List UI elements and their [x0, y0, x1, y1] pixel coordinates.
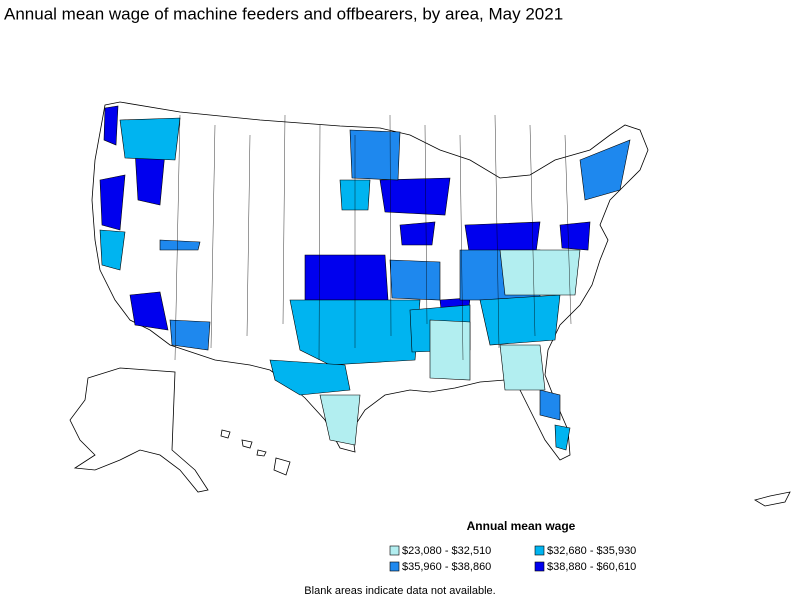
border-line: [318, 124, 321, 361]
region: [349, 129, 401, 181]
region: [103, 105, 119, 146]
note: Blank areas indicate data not available.: [304, 585, 495, 597]
map-regions: [99, 105, 631, 451]
region: [169, 319, 211, 351]
region: [499, 249, 581, 296]
border-line: [494, 114, 500, 349]
region: [129, 291, 169, 331]
legend-swatch: [389, 545, 400, 556]
hawaii-island: [220, 429, 231, 439]
hawaii-island: [273, 457, 291, 476]
border-line: [246, 134, 251, 337]
region: [554, 424, 571, 451]
region: [429, 319, 471, 381]
legend-title: Annual mean wage: [467, 519, 576, 533]
region: [99, 174, 126, 231]
border-line: [459, 134, 464, 361]
hawaii-island: [241, 439, 253, 449]
region: [479, 294, 561, 346]
region: [304, 254, 389, 301]
border-line: [564, 134, 572, 325]
region: [119, 117, 181, 161]
legend-label: $38,880 - $60,610: [547, 561, 636, 573]
region: [399, 221, 436, 246]
region: [579, 139, 631, 201]
region: [319, 394, 361, 446]
region: [559, 221, 591, 251]
legend-label: $23,080 - $32,510: [402, 545, 491, 557]
border-line: [210, 124, 216, 349]
region: [379, 177, 451, 216]
legend: $23,080 - $32,510 $32,680 - $35,930 $35,96…: [389, 545, 636, 573]
region: [389, 259, 441, 301]
hawaii-island: [256, 449, 267, 457]
region: [99, 229, 126, 271]
map-title: Annual mean wage of machine feeders and …: [4, 4, 563, 23]
border-line: [424, 124, 428, 325]
map-land: [69, 101, 791, 507]
region: [159, 239, 201, 251]
border-line: [389, 114, 392, 337]
region: [499, 344, 546, 391]
legend-swatch: [389, 561, 400, 572]
region: [539, 389, 561, 421]
border-line: [529, 124, 536, 337]
puerto-rico: [753, 491, 791, 507]
legend-swatch: [534, 561, 545, 572]
region: [269, 359, 351, 396]
border-line: [282, 114, 286, 325]
border-line: [174, 114, 181, 361]
alaska: [69, 367, 209, 493]
legend-label: $32,680 - $35,930: [547, 545, 636, 557]
legend-swatch: [534, 545, 545, 556]
legend-label: $35,960 - $38,860: [402, 561, 491, 573]
hawaii: [220, 429, 291, 476]
